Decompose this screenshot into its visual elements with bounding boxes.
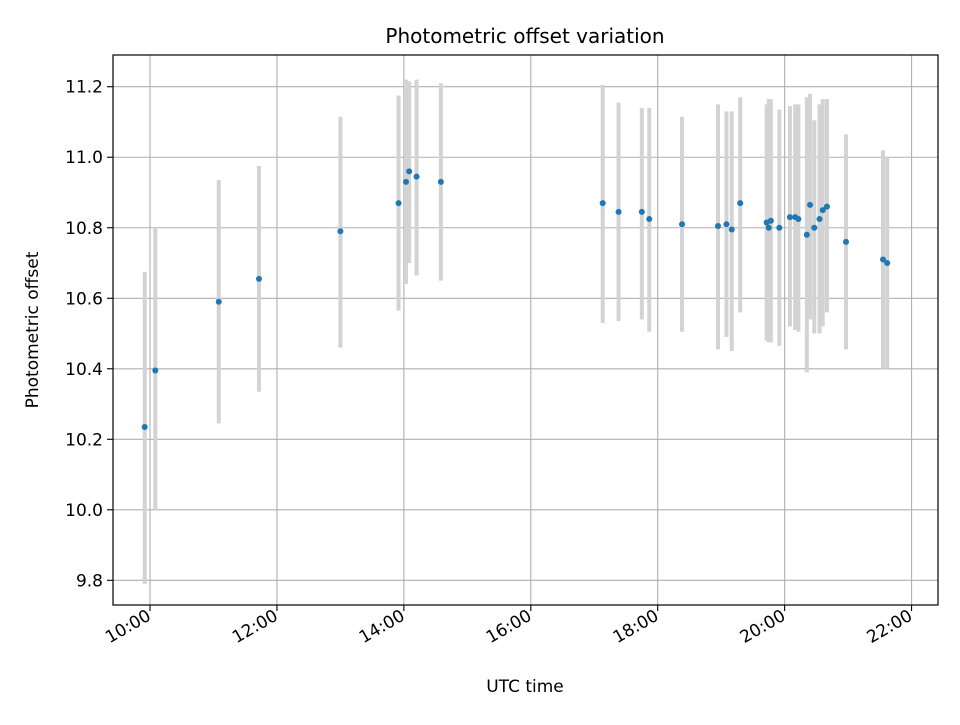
- data-point: [152, 367, 159, 374]
- y-tick-label: 11.2: [65, 78, 103, 98]
- data-point: [795, 215, 802, 222]
- chart-title: Photometric offset variation: [385, 24, 664, 48]
- data-point: [880, 256, 886, 263]
- data-point: [402, 178, 409, 185]
- data-point: [679, 221, 686, 228]
- data-point: [615, 208, 622, 215]
- y-tick-label: 10.6: [65, 289, 103, 309]
- y-tick-label: 10.0: [65, 501, 103, 521]
- data-point: [437, 178, 444, 185]
- data-point: [842, 238, 849, 245]
- data-point: [255, 275, 262, 282]
- y-tick-label: 10.8: [65, 219, 103, 239]
- y-tick-label: 11.0: [65, 148, 103, 168]
- data-point: [715, 222, 721, 229]
- y-tick-label: 9.8: [76, 571, 103, 591]
- data-point: [413, 173, 420, 180]
- x-axis-label: UTC time: [486, 677, 564, 697]
- data-point: [215, 298, 222, 305]
- data-point: [807, 201, 814, 208]
- data-point: [776, 224, 783, 231]
- y-tick-label: 10.2: [65, 430, 103, 450]
- data-point: [816, 215, 823, 222]
- data-point: [811, 224, 818, 231]
- data-point: [884, 260, 891, 267]
- data-point: [819, 207, 826, 214]
- data-point: [638, 208, 645, 215]
- data-point: [767, 217, 774, 224]
- y-axis-label: Photometric offset: [23, 251, 43, 408]
- data-point: [728, 226, 735, 233]
- data-point: [803, 231, 810, 238]
- point-layer: [141, 168, 891, 430]
- data-point: [723, 221, 730, 228]
- data-point: [337, 228, 344, 235]
- data-point: [786, 214, 793, 221]
- plot-frame: [112, 54, 939, 606]
- data-point: [765, 224, 772, 231]
- data-point: [395, 200, 402, 207]
- data-point: [141, 423, 148, 430]
- data-point: [646, 215, 653, 222]
- data-point: [737, 200, 744, 207]
- data-point: [599, 200, 606, 207]
- y-tick-label: 10.4: [65, 360, 103, 380]
- data-point: [406, 168, 413, 175]
- data-point: [823, 203, 830, 210]
- grid-layer: [113, 55, 938, 605]
